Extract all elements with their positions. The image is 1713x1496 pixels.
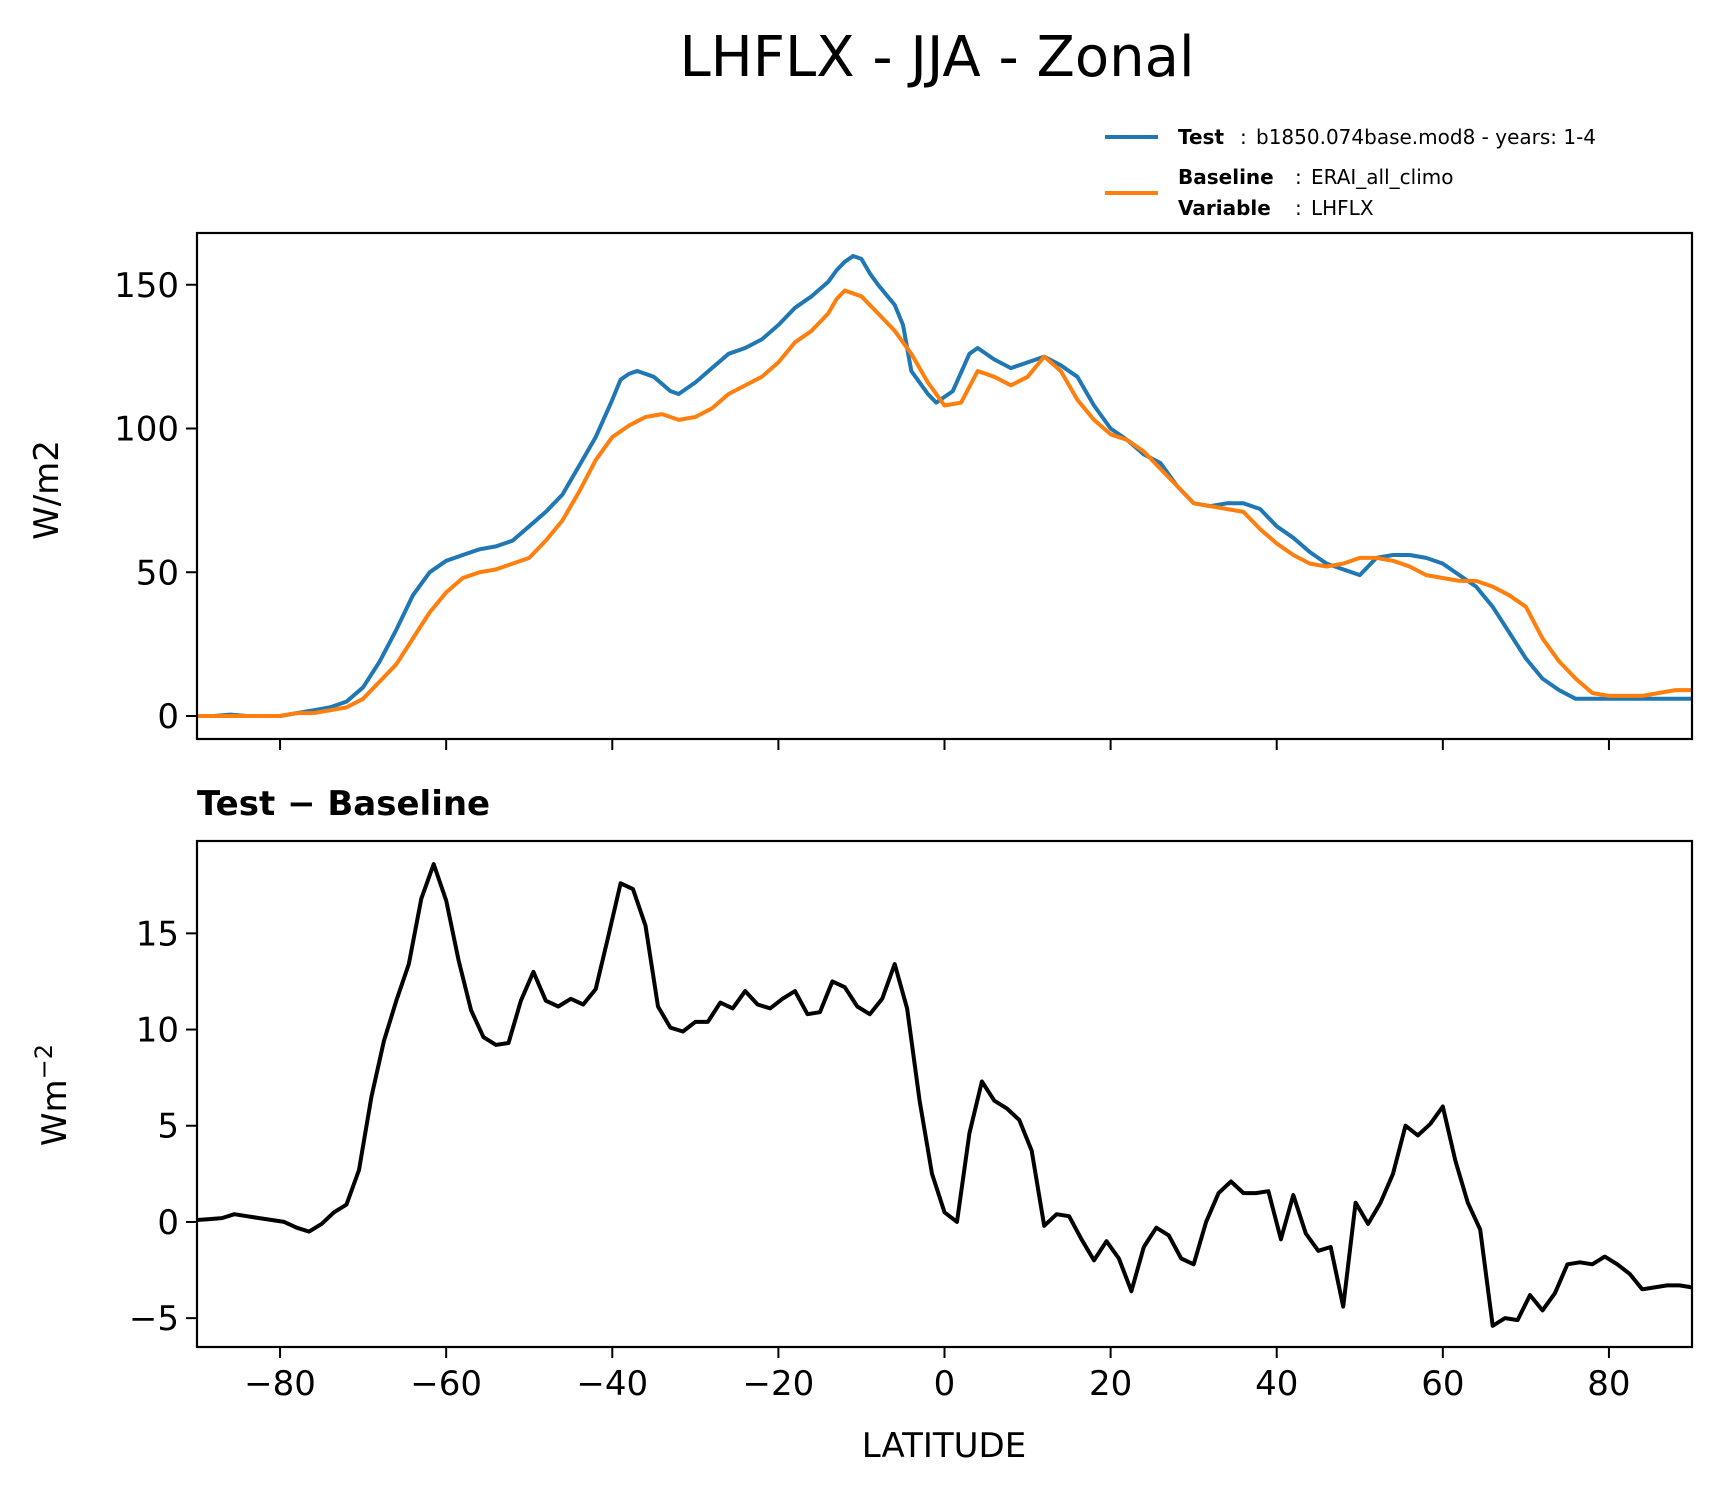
legend-text-baseline: ERAI_all_climo — [1311, 165, 1454, 189]
top-panel: W/m2 0 50 100 150 — [27, 231, 1694, 750]
x-tick-label: 40 — [1255, 1364, 1298, 1404]
legend: Test : b1850.074base.mod8 - years: 1-4 B… — [1105, 125, 1596, 220]
top-plot-area: 0 50 100 150 — [114, 254, 1692, 750]
bottom-y-tick-label: 10 — [136, 1011, 179, 1051]
x-tick-label: −60 — [410, 1364, 482, 1404]
top-y-tick-label: 50 — [136, 553, 179, 593]
legend-key-variable: Variable — [1178, 196, 1271, 220]
x-tick-label: −40 — [576, 1364, 648, 1404]
bottom-panel: Test − Baseline Wm−2 −80 −60 −40 −20 0 20 40 60… — [30, 784, 1694, 1466]
x-tick-label: −20 — [743, 1364, 815, 1404]
x-tick-label: 80 — [1587, 1364, 1630, 1404]
legend-sep-test: : — [1240, 125, 1247, 149]
bottom-ylabel-base: Wm — [35, 1079, 75, 1146]
difference-line — [196, 862, 1693, 1328]
legend-key-baseline: Baseline — [1178, 165, 1274, 189]
bottom-y-tick-label: −5 — [129, 1299, 179, 1339]
bottom-y-tick-label: 0 — [157, 1203, 179, 1243]
top-y-tick-label: 0 — [157, 697, 179, 737]
x-tick-label: −80 — [244, 1364, 316, 1404]
top-y-tick-label: 100 — [114, 410, 179, 450]
x-tick-label: 0 — [934, 1364, 956, 1404]
series-line-baseline — [197, 288, 1692, 718]
top-y-tick-label: 150 — [114, 266, 179, 306]
bottom-plot-area: −80 −60 −40 −20 0 20 40 60 80 −5 0 5 10 15 — [129, 862, 1693, 1404]
top-ylabel: W/m2 — [27, 440, 67, 540]
legend-text-test: b1850.074base.mod8 - years: 1-4 — [1256, 125, 1596, 149]
top-axes-frame — [195, 231, 1694, 741]
legend-key-test: Test — [1178, 125, 1224, 149]
legend-sep-baseline: : — [1295, 165, 1302, 189]
bottom-ylabel: Wm−2 — [30, 1044, 75, 1146]
x-tick-label: 20 — [1089, 1364, 1132, 1404]
x-tick-label: 60 — [1421, 1364, 1464, 1404]
x-axis-label: LATITUDE — [862, 1426, 1026, 1466]
bottom-ylabel-sup: −2 — [30, 1044, 58, 1079]
legend-sep-variable: : — [1295, 196, 1302, 220]
chart-title: LHFLX - JJA - Zonal — [679, 25, 1194, 90]
bottom-subtitle: Test − Baseline — [197, 784, 490, 824]
bottom-y-tick-label: 5 — [157, 1107, 179, 1147]
bottom-axes-frame — [195, 839, 1694, 1349]
bottom-y-tick-label: 15 — [136, 914, 179, 954]
legend-text-variable: LHFLX — [1311, 196, 1374, 220]
series-line-test — [197, 254, 1692, 718]
